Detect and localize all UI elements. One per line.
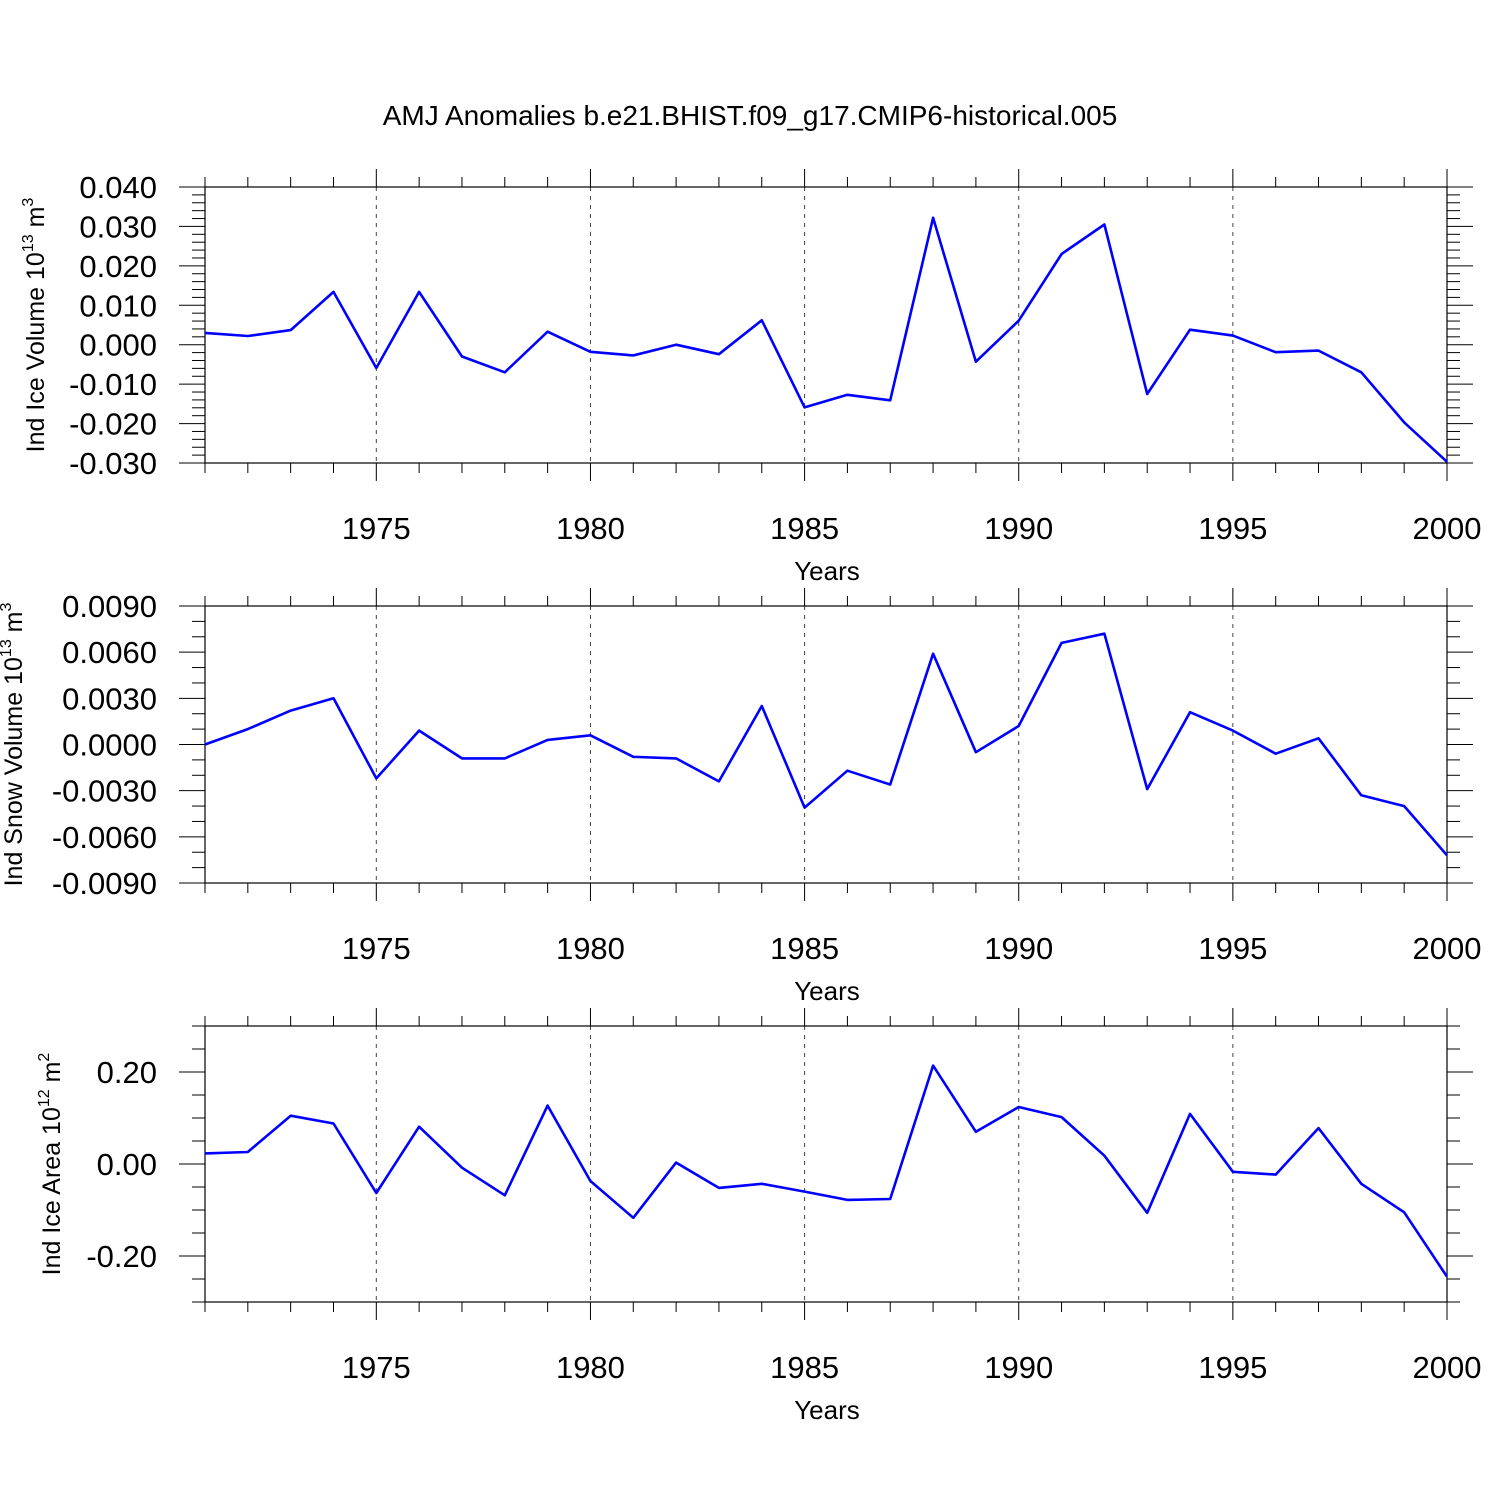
y-tick-label: 0.000: [79, 328, 157, 363]
y-axis-title: Ind Ice Area 1012 m2: [36, 1053, 66, 1276]
x-tick-label: 1975: [342, 931, 411, 966]
y-tick-label: 0.020: [79, 249, 157, 284]
y-tick-label: -0.0060: [52, 820, 157, 855]
panel-2: 1975 1980 1985 1990 1995 2000 Years -0.0090 -0.0…: [0, 588, 1481, 1006]
panel-3: 1975 1980 1985 1990 1995 2000 Years -0.20 0.00 0.…: [36, 1008, 1481, 1425]
x-tick-label: 1975: [342, 511, 411, 546]
y-tick-label: -0.020: [69, 407, 157, 442]
x-tick-label: 1995: [1198, 931, 1267, 966]
x-tick-label: 1985: [770, 931, 839, 966]
y-tick-label: -0.0030: [52, 774, 157, 809]
x-tick-label: 1990: [984, 511, 1053, 546]
series-line: [204, 216, 1448, 463]
y-tick-label: 0.0030: [62, 681, 157, 716]
x-axis-title: Years: [794, 976, 860, 1006]
x-axis-title: Years: [794, 1395, 860, 1425]
x-tick-label: 1990: [984, 1350, 1053, 1385]
x-tick-label: 1990: [984, 931, 1053, 966]
x-tick-label: 1995: [1198, 1350, 1267, 1385]
y-tick-label: 0.0090: [62, 589, 157, 624]
y-axis-title: Ind Ice Volume 1013 m3: [20, 198, 50, 453]
x-tick-label: 1995: [1198, 511, 1267, 546]
y-tick-label: 0.040: [79, 170, 157, 205]
x-tick-label: 2000: [1413, 931, 1482, 966]
y-tick-label: 0.00: [97, 1147, 157, 1182]
plot-frame: [204, 1025, 1448, 1303]
x-tick-label: 2000: [1413, 511, 1482, 546]
y-axis-title: Ind Snow Volume 1013 m3: [0, 603, 28, 887]
plot-frame: [204, 186, 1448, 464]
panel-1: 1975 1980 1985 1990 1995 2000 Years -0.030 -0.02…: [20, 169, 1481, 586]
y-tick-label: 0.20: [97, 1055, 157, 1090]
y-tick-label: 0.0060: [62, 635, 157, 670]
x-axis-title: Years: [794, 556, 860, 586]
x-tick-label: 1980: [556, 931, 625, 966]
y-tick-label: -0.20: [86, 1239, 157, 1274]
series-line: [204, 632, 1448, 857]
figure-title: AMJ Anomalies b.e21.BHIST.f09_g17.CMIP6-…: [383, 100, 1118, 131]
y-tick-label: 0.030: [79, 209, 157, 244]
y-tick-label: 0.010: [79, 288, 157, 323]
x-tick-label: 1985: [770, 511, 839, 546]
y-tick-label: -0.030: [69, 446, 157, 481]
x-tick-label: 1975: [342, 1350, 411, 1385]
x-tick-label: 1985: [770, 1350, 839, 1385]
y-tick-label: -0.010: [69, 367, 157, 402]
y-tick-label: 0.0000: [62, 728, 157, 763]
x-tick-label: 2000: [1413, 1350, 1482, 1385]
x-tick-label: 1980: [556, 511, 625, 546]
x-tick-label: 1980: [556, 1350, 625, 1385]
y-tick-label: -0.0090: [52, 866, 157, 901]
series-line: [204, 1064, 1449, 1278]
